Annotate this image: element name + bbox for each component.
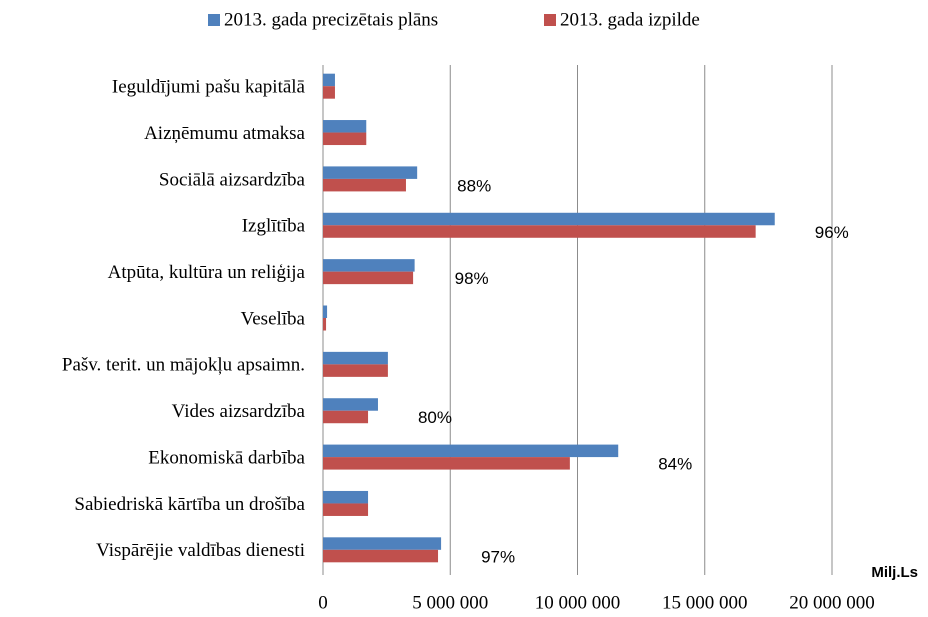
x-tick-label: 20 000 000 — [789, 592, 875, 613]
bar — [323, 457, 570, 470]
y-tick-label: Sabiedriskā kārtība un drošība — [74, 494, 305, 515]
annotation: 80% — [418, 408, 452, 427]
y-tick-label: Ieguldījumi pašu kapitālā — [112, 77, 306, 98]
bar — [323, 398, 378, 411]
y-tick-label: Izglītība — [242, 216, 306, 237]
y-tick-label: Sociālā aizsardzība — [159, 169, 306, 190]
bar — [323, 132, 367, 146]
bar — [323, 549, 439, 563]
bar — [323, 410, 369, 424]
bar — [323, 212, 775, 226]
bar — [323, 166, 418, 179]
bar — [323, 120, 367, 133]
bar — [323, 351, 388, 365]
y-tick-label: Pašv. terit. un mājokļu apsaimn. — [62, 355, 305, 376]
annotation: 98% — [455, 269, 489, 288]
bar — [323, 86, 335, 99]
bar — [323, 73, 335, 87]
x-axis-label: Milj.Ls — [871, 564, 918, 581]
annotation: 96% — [815, 223, 849, 242]
y-tick-label: Veselība — [241, 308, 306, 329]
legend-label: 2013. gada izpilde — [560, 9, 700, 30]
legend-swatch — [544, 14, 556, 26]
y-tick-label: Ekonomiskā darbība — [148, 447, 305, 468]
bar — [323, 225, 756, 238]
y-tick-label: Vispārējie valdības dienesti — [96, 540, 305, 561]
annotation: 88% — [457, 176, 491, 195]
x-tick-label: 5 000 000 — [412, 592, 488, 613]
x-tick-label: 10 000 000 — [535, 592, 621, 613]
y-tick-label: Aizņēmumu atmaksa — [144, 123, 305, 144]
bar — [323, 318, 327, 331]
legend-swatch — [208, 14, 220, 26]
y-tick-label: Atpūta, kultūra un reliģija — [108, 262, 306, 283]
bar — [323, 305, 328, 318]
bar — [323, 364, 388, 377]
bar — [323, 537, 442, 550]
y-tick-label: Vides aizsardzība — [172, 401, 306, 422]
annotation: 84% — [658, 455, 692, 474]
bar — [323, 259, 415, 272]
x-tick-label: 15 000 000 — [662, 592, 748, 613]
bar — [323, 503, 369, 516]
bar — [323, 490, 369, 504]
legend-label: 2013. gada precizētais plāns — [224, 9, 438, 30]
bar — [323, 444, 619, 458]
x-tick-label: 0 — [318, 592, 328, 613]
annotation: 97% — [481, 547, 515, 566]
bar — [323, 271, 414, 285]
bar — [323, 178, 406, 192]
